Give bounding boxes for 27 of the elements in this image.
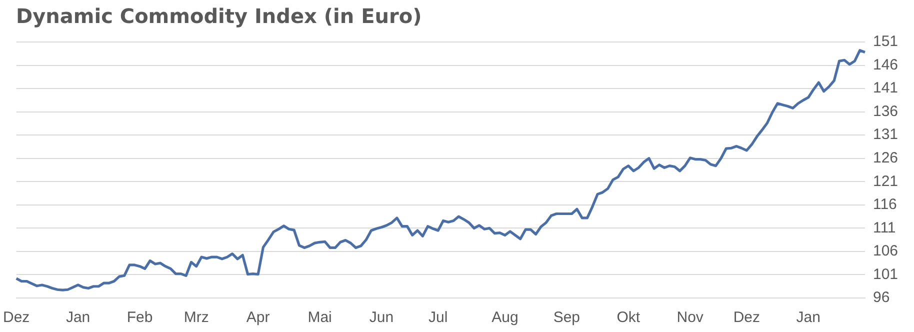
y-tick-label: 106 — [872, 242, 898, 260]
x-tick-label: Mrz — [184, 309, 209, 326]
x-tick-label: Nov — [676, 309, 704, 326]
x-tick-label: Sep — [553, 309, 580, 326]
y-tick-label: 111 — [872, 219, 896, 236]
x-tick-label: Mai — [308, 309, 332, 326]
x-tick-label: Feb — [126, 309, 153, 326]
chart-title: Dynamic Commodity Index (in Euro) — [16, 4, 422, 28]
x-tick-label: Jun — [369, 309, 394, 326]
y-tick-label: 146 — [872, 56, 898, 74]
x-tick-label: Jan — [66, 309, 90, 326]
x-tick-label: Jul — [428, 309, 448, 326]
y-tick-label: 136 — [872, 102, 898, 120]
y-tick-label: 131 — [872, 126, 898, 144]
y-tick-label: 151 — [872, 33, 898, 50]
y-tick-label: 126 — [872, 150, 898, 167]
x-tick-label: Dez — [2, 309, 30, 326]
x-tick-label: Jan — [796, 309, 820, 326]
y-tick-label: 141 — [872, 80, 898, 97]
x-tick-label: Apr — [246, 309, 270, 326]
x-tick-label: Aug — [492, 309, 518, 326]
y-tick-label: 116 — [872, 196, 897, 214]
y-tick-label: 101 — [872, 266, 898, 283]
x-tick-label: Dez — [733, 309, 760, 326]
y-tick-label: 96 — [872, 289, 890, 306]
y-tick-label: 121 — [872, 172, 898, 190]
x-tick-label: Okt — [616, 309, 641, 326]
